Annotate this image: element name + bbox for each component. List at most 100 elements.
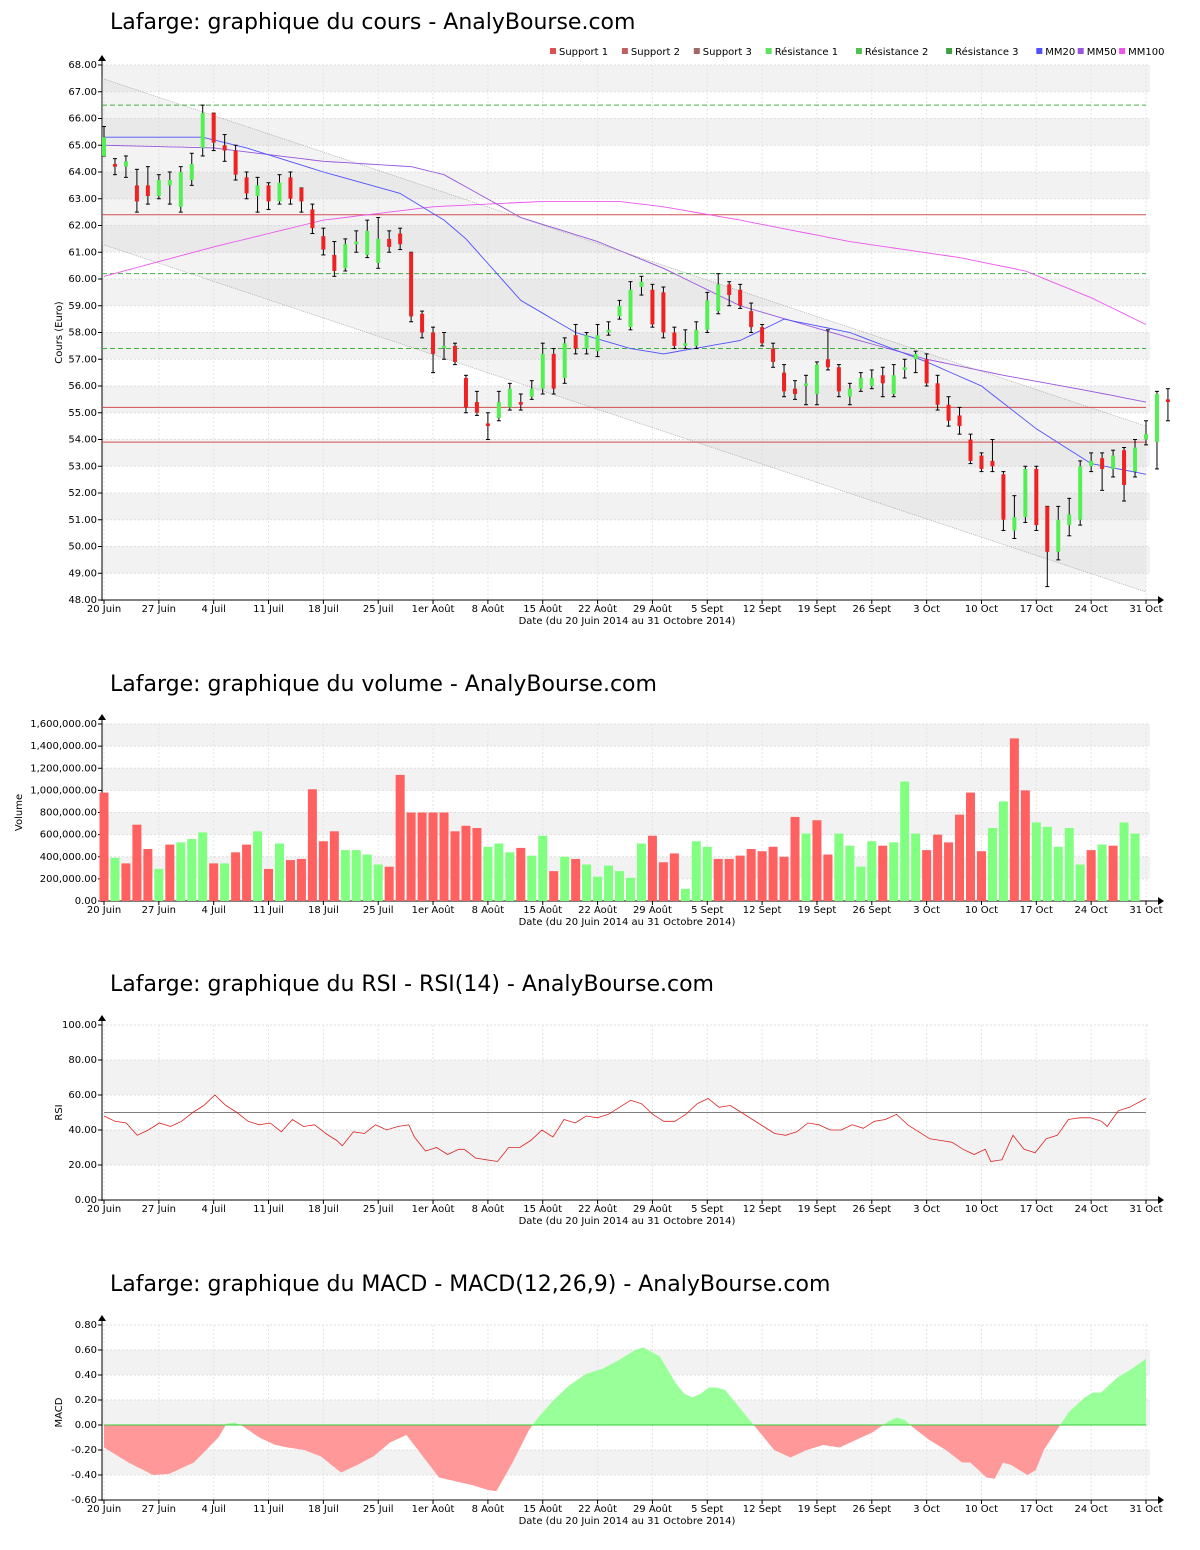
candle-body: [255, 185, 260, 197]
y-tick-label: -0.40: [71, 1470, 97, 1481]
x-tick-label: 15 Août: [523, 904, 562, 916]
volume-bar: [439, 812, 449, 901]
y-tick-label: -0.20: [71, 1445, 97, 1456]
macd-area-negative: [753, 1425, 884, 1458]
x-tick-label: 3 Oct: [913, 604, 940, 615]
volume-bar: [878, 845, 888, 901]
x-tick-label: 18 Juil: [308, 1204, 339, 1215]
y-tick-label: 51.00: [68, 515, 97, 526]
x-tick-label: 19 Sept: [798, 1504, 837, 1515]
candle: [1078, 460, 1083, 526]
legend-label: Résistance 3: [955, 46, 1018, 58]
x-tick-label: 4 Juil: [201, 1504, 225, 1515]
candle: [716, 273, 721, 315]
x-tick-label: 10 Oct: [965, 1504, 998, 1515]
volume-bar: [900, 781, 910, 901]
candle: [738, 283, 743, 309]
volume-bar: [1119, 822, 1129, 901]
candle: [858, 372, 863, 392]
candle: [1034, 465, 1039, 531]
candle: [420, 310, 425, 339]
candle: [628, 281, 633, 331]
y-tick-label: 1,200,000.00: [30, 763, 97, 774]
candle-body: [573, 335, 578, 349]
x-tick-label: 5 Sept: [691, 1204, 723, 1215]
y-axis-label: Volume: [14, 794, 25, 831]
candle-body: [222, 145, 227, 151]
volume-bar: [834, 833, 844, 901]
candle: [409, 251, 414, 323]
candle-body: [705, 300, 710, 330]
candle: [123, 155, 128, 178]
x-tick-label: 12 Sept: [743, 905, 782, 916]
candle-body: [299, 188, 304, 202]
candle: [299, 187, 304, 213]
candle-body: [650, 289, 655, 325]
y-tick-label: 40.00: [68, 1125, 97, 1136]
volume-bar: [198, 832, 208, 901]
trend-lower: [101, 243, 1147, 593]
candle: [836, 364, 841, 398]
volume-bar: [1064, 827, 1074, 901]
volume-bar: [99, 792, 109, 901]
x-tick-label: 15 Août: [523, 603, 562, 615]
x-tick-label: 22 Août: [578, 1203, 617, 1215]
candle: [288, 171, 293, 205]
grid-band: [102, 439, 1150, 467]
candle-body: [485, 423, 490, 427]
y-tick-label: 49.00: [68, 568, 97, 579]
candle: [134, 168, 139, 213]
volume-bar: [987, 827, 997, 901]
candle: [189, 152, 194, 186]
macd-area-positive: [532, 1347, 754, 1425]
x-tick-label: 24 Oct: [1075, 604, 1108, 615]
x-tick-label: 18 Juil: [308, 1504, 339, 1515]
candle-body: [957, 415, 962, 427]
x-tick-label: 4 Juil: [201, 1204, 225, 1215]
candle: [1133, 439, 1138, 478]
candle: [343, 238, 348, 272]
x-tick-label: 31 Oct: [1129, 604, 1162, 615]
y-tick-label: 0.00: [75, 1420, 97, 1431]
x-tick-label: 17 Oct: [1020, 905, 1053, 916]
volume-bar: [340, 850, 350, 901]
volume-bar: [549, 871, 559, 901]
y-axis-label: MACD: [54, 1397, 65, 1427]
candle: [891, 364, 896, 398]
y-tick-label: 60.00: [68, 1090, 97, 1101]
x-tick-label: 27 Juin: [142, 1204, 176, 1215]
x-tick-label: 26 Sept: [852, 1504, 891, 1515]
x-tick-label: 18 Juil: [308, 604, 339, 615]
candle-body: [628, 289, 633, 328]
volume-bar: [1020, 790, 1030, 901]
volume-bar: [527, 855, 537, 901]
candle-body: [979, 455, 984, 469]
x-tick-label: 31 Oct: [1129, 1504, 1162, 1515]
volume-bar: [176, 842, 186, 901]
x-tick-label: 11 Juil: [253, 905, 284, 916]
candle: [924, 353, 929, 387]
candle: [277, 174, 282, 205]
volume-bar: [253, 831, 263, 901]
volume-bar: [801, 833, 811, 901]
candle-body: [1154, 394, 1159, 443]
x-tick-label: 10 Oct: [965, 1204, 998, 1215]
x-axis-arrow: [1158, 1496, 1164, 1504]
candle-body: [661, 292, 666, 333]
candle: [847, 382, 852, 406]
candle: [803, 374, 808, 406]
candle: [102, 126, 106, 157]
candle-body: [749, 311, 754, 328]
volume-bar: [867, 841, 877, 901]
volume-bar: [615, 871, 625, 901]
volume-bar: [417, 812, 427, 901]
candle: [463, 374, 468, 414]
volume-bar: [1009, 738, 1019, 901]
x-axis-arrow: [1158, 596, 1164, 604]
candle: [518, 393, 523, 411]
x-tick-label: 3 Oct: [913, 1504, 940, 1515]
y-tick-label: 800,000.00: [40, 808, 97, 819]
y-tick-label: 0.00: [75, 1195, 97, 1206]
grid-band: [102, 118, 1150, 146]
mm20-line: [104, 136, 1147, 475]
